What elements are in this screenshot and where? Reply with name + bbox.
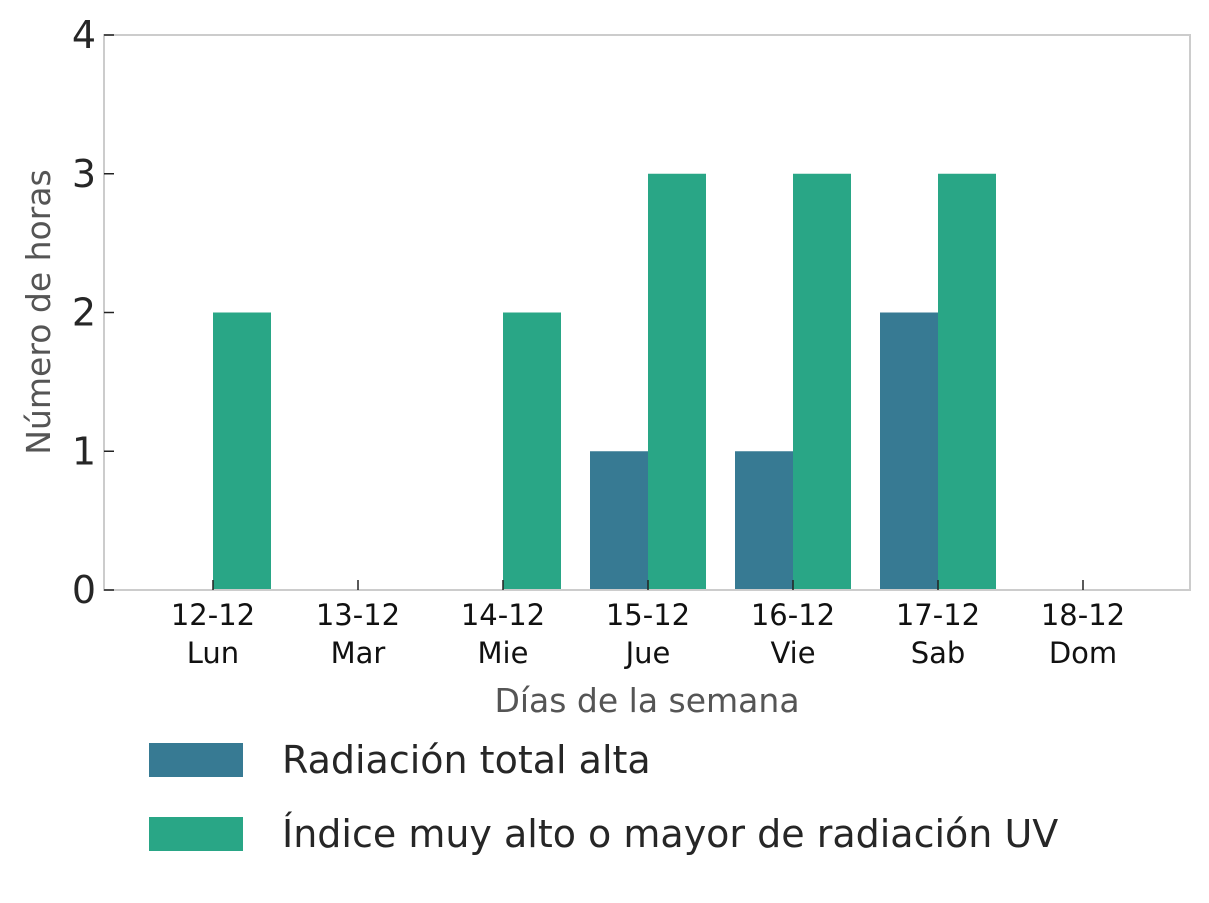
y-axis-title: Número de horas (19, 169, 58, 454)
y-tick-label: 1 (72, 429, 96, 473)
bar-radiacion-total-16-12 (735, 451, 793, 590)
legend-swatch (149, 817, 243, 851)
x-tick-label-date: 16-12 (751, 598, 835, 632)
bar-radiacion-total-15-12 (590, 451, 648, 590)
ticks-layer: 0 1 2 3 4 12-12 Lun 13-12 Mar 14-12 Mie 15-12 Jue 16-… (72, 13, 1125, 670)
x-tick-label-date: 12-12 (171, 598, 255, 632)
x-tick-label-date: 18-12 (1041, 598, 1125, 632)
y-tick-label: 2 (72, 291, 96, 335)
x-tick-label-day: Jue (624, 636, 671, 670)
legend-label: Radiación total alta (282, 738, 651, 782)
bar-indice-uv-14-12 (503, 312, 561, 590)
x-tick-label-day: Sab (911, 636, 966, 670)
legend-label: Índice muy alto o mayor de radiación UV (282, 812, 1058, 856)
x-tick-label-day: Vie (770, 636, 815, 670)
legend: Radiación total alta Índice muy alto o ma… (149, 738, 1058, 856)
y-tick-label: 0 (72, 568, 96, 612)
x-axis-title: Días de la semana (494, 681, 799, 720)
bars-layer (213, 173, 996, 590)
x-tick-label-day: Dom (1049, 636, 1117, 670)
x-tick-label-date: 13-12 (316, 598, 400, 632)
bar-indice-uv-17-12 (938, 173, 996, 590)
y-tick-label: 4 (72, 13, 96, 57)
bar-indice-uv-12-12 (213, 312, 271, 590)
bar-radiacion-total-17-12 (880, 312, 938, 590)
bar-indice-uv-16-12 (793, 173, 851, 590)
x-tick-label-day: Mie (478, 636, 529, 670)
x-tick-label-date: 17-12 (896, 598, 980, 632)
x-tick-label-day: Lun (187, 636, 239, 670)
y-tick-label: 3 (72, 152, 96, 196)
bar-indice-uv-15-12 (648, 173, 706, 590)
x-tick-label-date: 14-12 (461, 598, 545, 632)
x-tick-label-day: Mar (331, 636, 386, 670)
x-tick-label-date: 15-12 (606, 598, 690, 632)
legend-swatch (149, 743, 243, 777)
